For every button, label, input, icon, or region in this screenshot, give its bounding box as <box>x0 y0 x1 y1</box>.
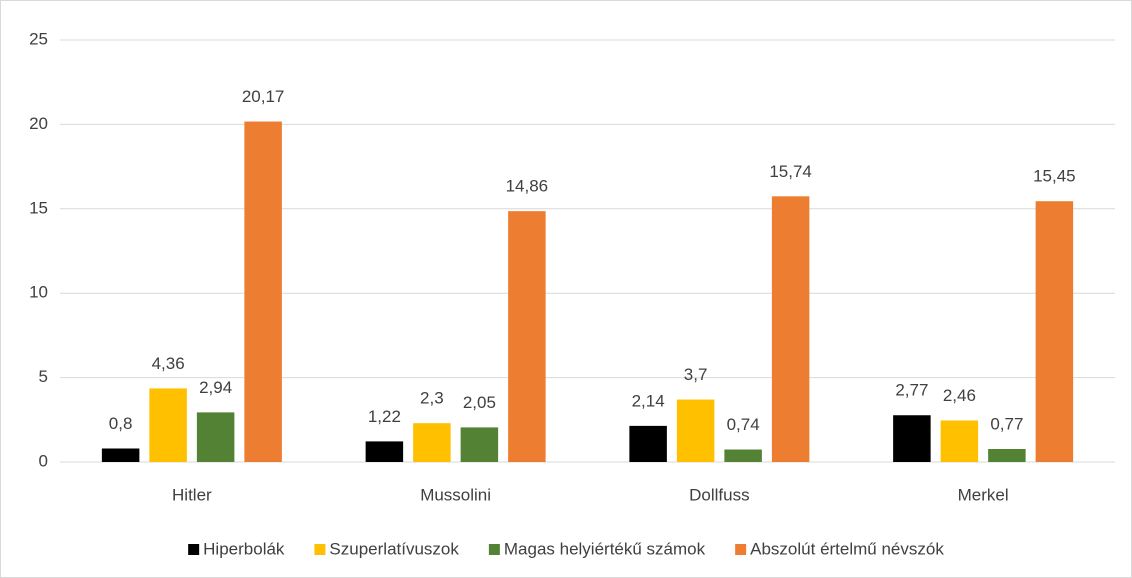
bar <box>460 427 499 462</box>
bar <box>724 449 762 462</box>
bar <box>1035 201 1074 463</box>
bar <box>629 425 667 462</box>
data-label: 20,17 <box>242 87 285 106</box>
y-tick-label: 10 <box>29 283 48 302</box>
data-label: 2,05 <box>463 393 496 412</box>
data-label: 0,8 <box>109 414 133 433</box>
y-tick-label: 20 <box>29 114 48 133</box>
y-tick-label: 5 <box>39 367 48 386</box>
x-tick-label: Hitler <box>172 485 212 504</box>
bar <box>771 196 810 462</box>
x-tick-label: Merkel <box>958 485 1009 504</box>
data-label: 0,77 <box>990 414 1023 433</box>
bar <box>101 448 140 462</box>
x-tick-label: Mussolini <box>420 485 491 504</box>
data-label: 14,86 <box>506 177 549 196</box>
data-label: 3,7 <box>684 365 708 384</box>
data-label: 2,46 <box>943 386 976 405</box>
data-label: 4,36 <box>152 354 185 373</box>
legend-label: Szuperlatívuszok <box>329 539 459 558</box>
data-label: 15,45 <box>1033 167 1076 186</box>
bar <box>893 415 931 462</box>
legend-label: Abszolút értelmű névszók <box>750 539 944 558</box>
legend-swatch <box>314 544 326 555</box>
bar <box>508 211 546 462</box>
data-label: 2,3 <box>420 389 444 408</box>
data-label: 2,77 <box>895 381 928 400</box>
bar <box>149 388 187 462</box>
data-label: 1,22 <box>368 407 401 426</box>
legend-label: Hiperbolák <box>203 539 285 558</box>
legend-swatch <box>488 544 500 555</box>
y-tick-label: 25 <box>29 29 48 48</box>
data-label: 0,74 <box>727 415 760 434</box>
data-label: 2,94 <box>199 378 232 397</box>
data-label: 15,74 <box>769 162 812 181</box>
bar <box>940 420 979 462</box>
data-label: 2,14 <box>632 391 665 410</box>
bar <box>413 423 451 462</box>
legend-swatch <box>188 544 200 555</box>
legend-swatch <box>735 544 747 555</box>
y-tick-label: 0 <box>39 451 48 470</box>
y-tick-label: 15 <box>29 198 48 217</box>
bar <box>988 449 1026 462</box>
bar <box>365 441 404 462</box>
legend-label: Magas helyiértékű számok <box>504 539 706 558</box>
bar <box>244 121 282 463</box>
bar <box>676 399 715 462</box>
x-tick-label: Dollfuss <box>689 485 749 504</box>
bar <box>196 412 235 462</box>
